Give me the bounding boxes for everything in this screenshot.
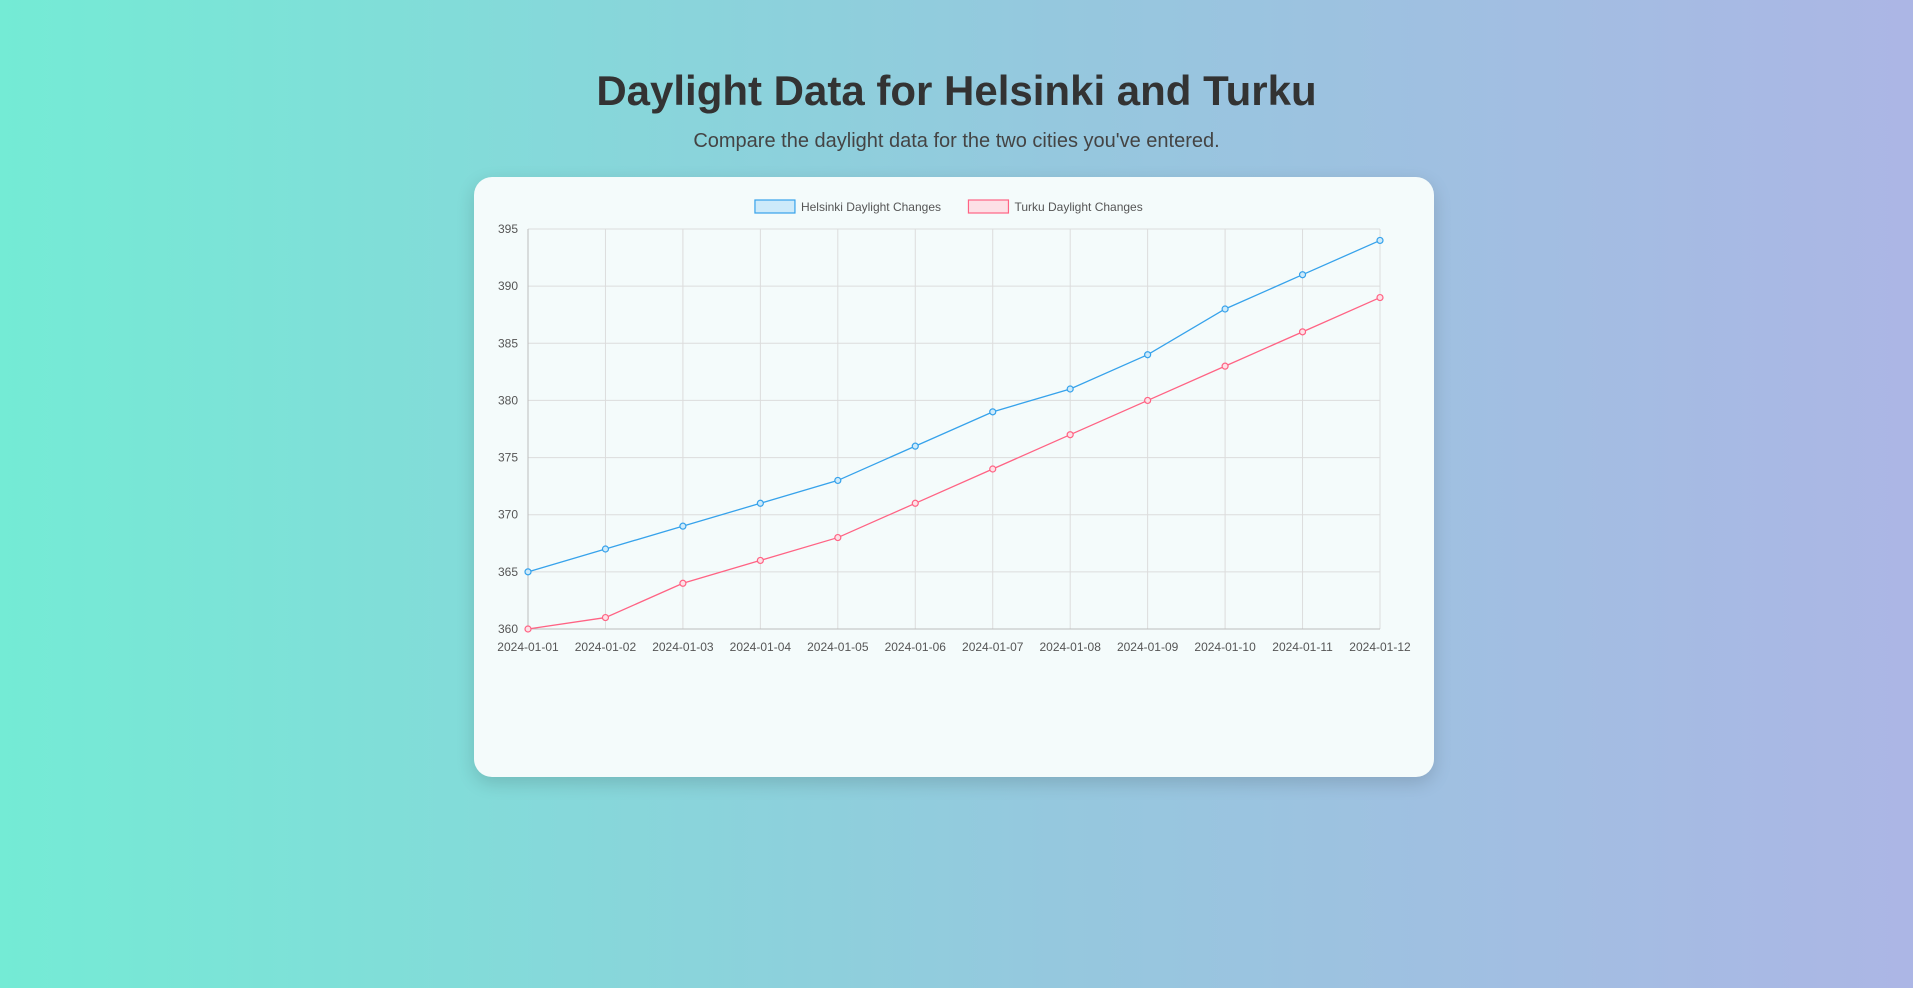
data-point[interactable]	[524, 568, 532, 576]
data-point[interactable]	[679, 579, 687, 587]
x-tick-label: 2024-01-11	[1272, 640, 1333, 654]
y-axis: 360 365 370 375 380 385 390 395	[498, 222, 529, 636]
y-tick-label: 370	[498, 508, 518, 522]
x-tick-label: 2024-01-03	[652, 640, 714, 654]
data-point[interactable]	[1376, 236, 1384, 245]
data-point[interactable]	[1298, 271, 1307, 279]
x-tick-label: 2024-01-02	[575, 640, 637, 654]
y-tick-label: 385	[498, 336, 518, 350]
chart-card: Helsinki Daylight Changes Turku Daylight …	[474, 177, 1434, 777]
data-point[interactable]	[524, 625, 532, 633]
x-tick-label: 2024-01-12	[1349, 640, 1411, 654]
series-line	[527, 239, 1381, 573]
data-point[interactable]	[1221, 362, 1229, 370]
x-tick-label: 2024-01-04	[730, 640, 792, 654]
data-point[interactable]	[1221, 305, 1229, 313]
data-point[interactable]	[679, 522, 687, 530]
y-tick-label: 390	[498, 279, 518, 293]
data-point[interactable]	[1144, 351, 1152, 359]
x-tick-label: 2024-01-07	[962, 640, 1024, 654]
data-point[interactable]	[601, 613, 610, 622]
page-title: Daylight Data for Helsinki and Turku	[596, 67, 1317, 114]
legend-item[interactable]: Helsinki Daylight Changes	[754, 199, 941, 214]
y-tick-label: 375	[498, 451, 518, 465]
data-point[interactable]	[601, 545, 610, 553]
y-tick-label: 380	[498, 393, 518, 407]
y-tick-label: 365	[498, 565, 518, 579]
x-tick-label: 2024-01-06	[885, 640, 947, 654]
series-line	[527, 296, 1381, 630]
data-point[interactable]	[756, 556, 764, 565]
data-point[interactable]	[756, 499, 764, 507]
legend-swatch	[754, 199, 796, 214]
daylight-line-chart: Helsinki Daylight Changes Turku Daylight …	[497, 199, 1411, 654]
data-point[interactable]	[1298, 328, 1307, 336]
data-point[interactable]	[911, 499, 919, 507]
data-point[interactable]	[989, 408, 997, 416]
data-point[interactable]	[1066, 385, 1074, 393]
page-subtitle: Compare the daylight data for the two ci…	[693, 130, 1220, 152]
legend-swatch	[967, 199, 1010, 214]
x-tick-label: 2024-01-10	[1194, 640, 1256, 654]
legend-label: Turku Daylight Changes	[1014, 200, 1142, 214]
x-tick-label: 2024-01-09	[1117, 640, 1179, 654]
x-tick-label: 2024-01-01	[497, 640, 559, 654]
page-header: Daylight Data for Helsinki and Turku Com…	[0, 0, 1913, 154]
data-point[interactable]	[911, 442, 919, 450]
x-axis: 2024-01-01 2024-01-02 2024-01-03 2024-01-04…	[497, 628, 1411, 654]
legend-item[interactable]: Turku Daylight Changes	[967, 199, 1143, 214]
data-point[interactable]	[1376, 293, 1384, 302]
x-tick-label: 2024-01-08	[1039, 640, 1101, 654]
data-point[interactable]	[989, 465, 997, 473]
chart-grid	[527, 228, 1381, 630]
y-tick-label: 360	[498, 622, 518, 636]
chart-series	[524, 236, 1384, 633]
data-point[interactable]	[834, 476, 842, 485]
x-tick-label: 2024-01-05	[807, 640, 869, 654]
data-point[interactable]	[1144, 396, 1152, 405]
chart-legend: Helsinki Daylight Changes Turku Daylight …	[754, 199, 1143, 214]
y-tick-label: 395	[498, 222, 518, 236]
legend-label: Helsinki Daylight Changes	[801, 200, 941, 214]
data-point[interactable]	[834, 533, 842, 542]
data-point[interactable]	[1066, 431, 1074, 439]
